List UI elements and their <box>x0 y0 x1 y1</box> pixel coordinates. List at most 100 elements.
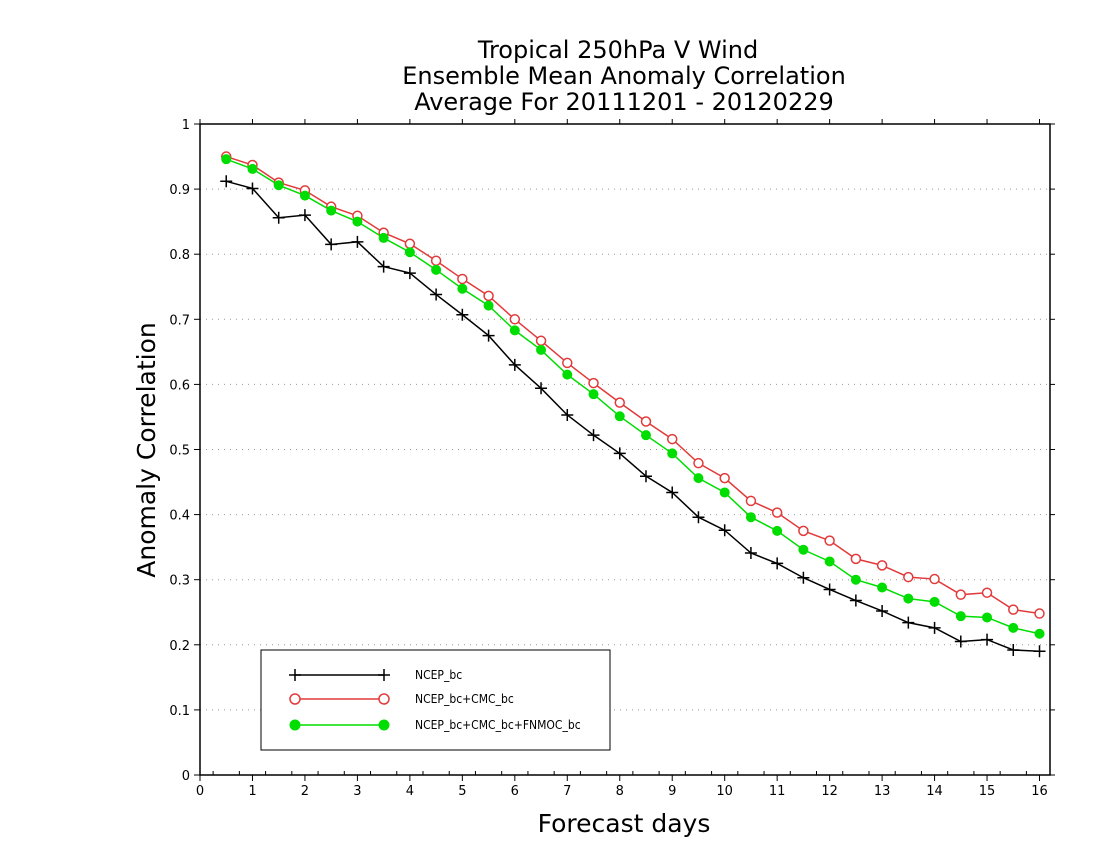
y-tick-label: 0.5 <box>169 444 190 459</box>
series-line-ncep <box>226 180 1040 653</box>
data-point-ncep <box>508 358 521 371</box>
x-tick-label: 1 <box>248 784 256 799</box>
x-tick-label: 7 <box>563 784 571 799</box>
data-point-ncep <box>902 616 915 629</box>
data-point-ncep <box>246 182 259 195</box>
data-point-ncep-cmc <box>693 457 704 469</box>
data-point-ncep <box>771 557 784 570</box>
data-point-ncep <box>823 583 836 596</box>
data-point-ncep-cmc-fnmoc <box>588 389 599 400</box>
data-point-ncep-cmc-fnmoc <box>877 582 888 593</box>
data-point-ncep-cmc-fnmoc <box>1034 628 1045 639</box>
chart-title-line-3: Average For 20111201 - 20120229 <box>414 88 834 116</box>
data-point-ncep-cmc-fnmoc <box>982 612 993 623</box>
legend-marker-ncep-cmc-fnmoc-2 <box>378 719 390 731</box>
legend-marker-ncep-cmc-1 <box>289 693 301 705</box>
data-point-ncep-cmc-fnmoc <box>955 611 966 622</box>
x-tick-label: 4 <box>406 784 414 799</box>
data-point-ncep-cmc <box>535 335 547 347</box>
y-axis-label: Anomaly Correlation <box>132 322 161 577</box>
data-point-ncep <box>377 260 390 273</box>
data-point-ncep-cmc <box>929 573 940 585</box>
data-point-ncep <box>928 621 941 634</box>
data-point-ncep <box>744 547 757 560</box>
data-point-ncep-cmc-fnmoc <box>824 556 835 567</box>
legend-box <box>260 649 611 751</box>
data-point-ncep <box>430 288 443 301</box>
legend-marker-ncep-1 <box>289 669 301 681</box>
data-point-ncep-cmc <box>981 587 993 598</box>
data-point-ncep-cmc <box>614 397 626 408</box>
data-point-ncep-cmc-fnmoc <box>667 448 678 459</box>
data-point-ncep <box>718 524 731 537</box>
data-point-ncep <box>325 238 338 251</box>
data-point-ncep-cmc-fnmoc <box>614 411 625 422</box>
data-point-ncep-cmc-fnmoc <box>798 544 809 555</box>
data-point-ncep <box>849 594 862 607</box>
data-point-ncep-cmc-fnmoc <box>221 154 232 165</box>
data-point-ncep-cmc-fnmoc <box>719 487 730 498</box>
data-point-ncep <box>981 633 994 646</box>
data-point-ncep-cmc-fnmoc <box>404 247 415 258</box>
data-point-ncep-cmc-fnmoc <box>483 300 494 311</box>
legend-label-ncep: NCEP_bc <box>415 668 462 682</box>
data-point-ncep <box>482 329 495 342</box>
data-point-ncep-cmc <box>430 255 442 266</box>
data-point-ncep <box>298 209 311 222</box>
x-tick-label: 5 <box>458 784 466 799</box>
data-point-ncep-cmc-fnmoc <box>273 180 284 191</box>
data-point-ncep-cmc <box>824 535 835 546</box>
data-point-ncep-cmc <box>850 553 862 565</box>
data-point-ncep-cmc-fnmoc <box>562 369 573 380</box>
data-point-ncep-cmc-fnmoc <box>326 205 337 216</box>
series-layer <box>220 151 1046 658</box>
x-tick-label: 6 <box>511 784 519 799</box>
y-tick-label: 0.3 <box>169 574 190 589</box>
data-point-ncep <box>456 308 469 321</box>
data-point-ncep-cmc <box>588 377 599 389</box>
data-point-ncep-cmc <box>771 507 783 518</box>
series-line-ncep-cmc-fnmoc <box>225 158 1040 635</box>
data-point-ncep-cmc-fnmoc <box>536 344 547 355</box>
legend-label-ncep-cmc: NCEP_bc+CMC_bc <box>415 692 514 706</box>
data-point-ncep <box>1007 644 1020 657</box>
grid-lines <box>200 188 1050 711</box>
data-point-ncep <box>403 267 416 280</box>
data-point-ncep-cmc-fnmoc <box>352 216 363 227</box>
legend-marker-ncep-cmc-fnmoc-1 <box>289 719 301 731</box>
data-point-ncep-cmc-fnmoc <box>640 430 651 441</box>
y-tick-label: 0.2 <box>169 639 190 654</box>
data-point-ncep-cmc-fnmoc <box>1008 622 1019 633</box>
data-point-ncep-cmc-fnmoc <box>850 574 861 585</box>
data-point-ncep-cmc-fnmoc <box>457 283 468 294</box>
x-tick-label: 12 <box>821 784 838 799</box>
x-tick-label: 2 <box>301 784 309 799</box>
data-point-ncep-cmc <box>640 416 652 427</box>
x-tick-label: 3 <box>353 784 361 799</box>
data-point-ncep-cmc-fnmoc <box>378 232 389 243</box>
data-point-ncep-cmc-fnmoc <box>693 473 704 484</box>
series-line-ncep-cmc <box>226 155 1040 615</box>
data-point-ncep-cmc <box>876 560 888 571</box>
data-point-ncep-cmc-fnmoc <box>929 596 940 607</box>
data-point-ncep <box>1033 645 1046 658</box>
data-point-ncep-cmc-fnmoc <box>745 512 756 523</box>
data-point-ncep-cmc-fnmoc <box>509 325 520 336</box>
x-tick-label: 10 <box>716 784 733 799</box>
plot-frame <box>199 123 1051 776</box>
data-point-ncep-cmc <box>1008 604 1019 615</box>
data-point-ncep-cmc <box>483 290 494 302</box>
data-point-ncep <box>535 382 548 395</box>
data-point-ncep-cmc <box>719 472 730 484</box>
data-point-ncep-cmc <box>404 238 416 250</box>
data-point-ncep-cmc <box>562 357 573 369</box>
data-point-ncep-cmc-fnmoc <box>431 264 442 275</box>
y-tick-label: 0.1 <box>169 704 190 719</box>
y-tick-label: 0.4 <box>169 509 190 524</box>
chart-title-line-1: Tropical 250hPa V Wind <box>477 36 758 64</box>
data-point-ncep <box>876 604 889 617</box>
y-tick-label: 0.9 <box>169 183 190 198</box>
chart-title-line-2: Ensemble Mean Anomaly Correlation <box>402 62 846 90</box>
data-point-ncep-cmc <box>457 273 468 285</box>
